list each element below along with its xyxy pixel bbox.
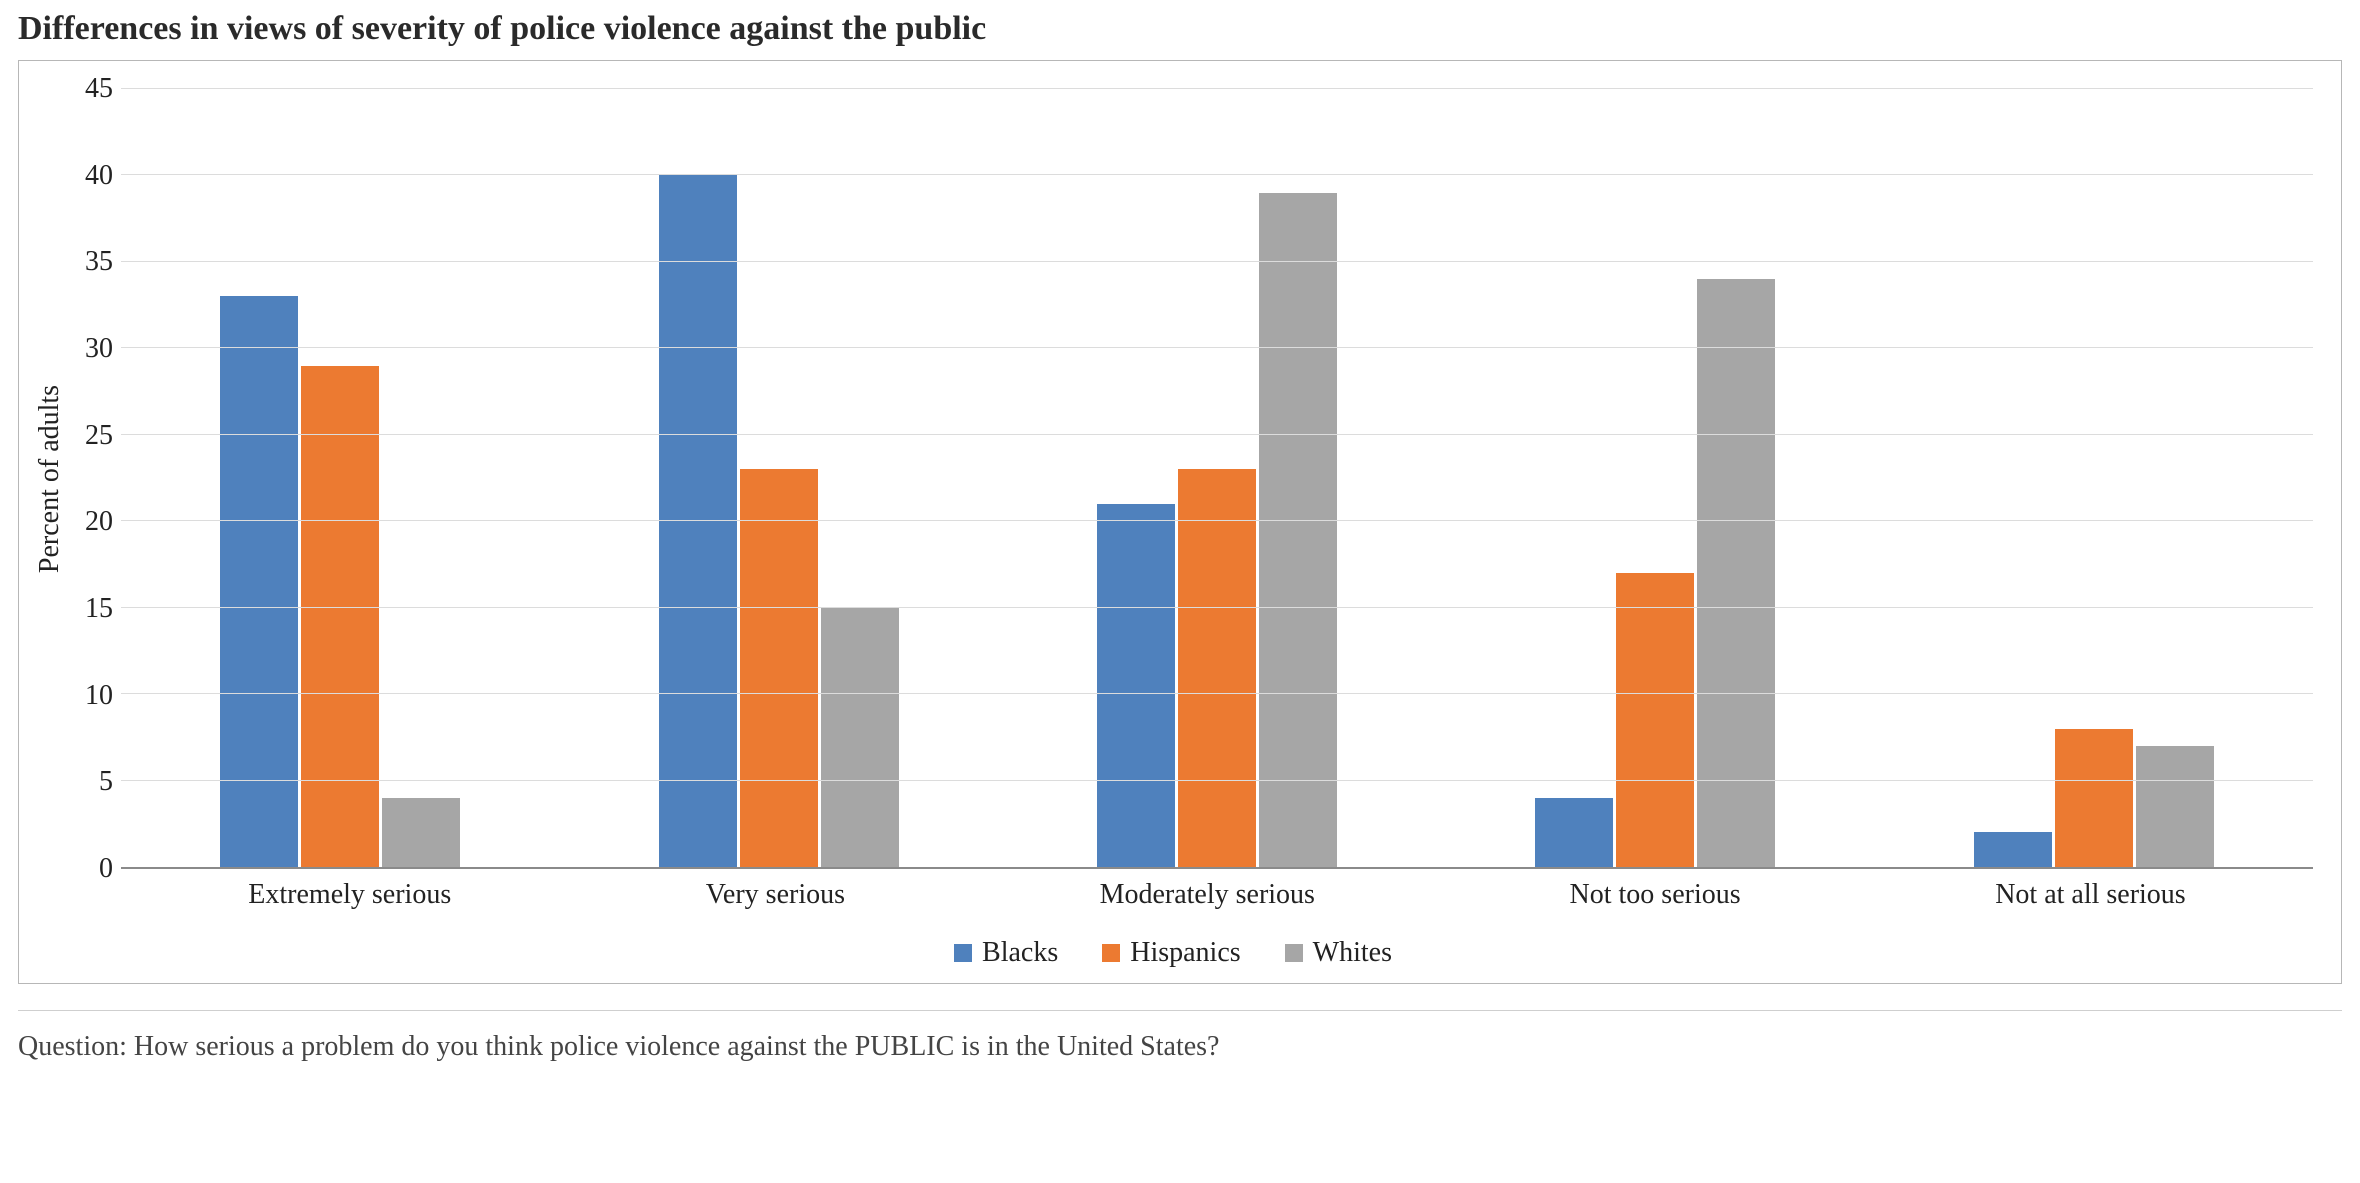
bar-cluster [1097, 89, 1337, 867]
legend-label: Blacks [982, 937, 1058, 969]
x-tick-label: Moderately serious [1100, 879, 1315, 911]
gridline [121, 347, 2313, 348]
chart-title: Differences in views of severity of poli… [18, 10, 2342, 48]
gridline [121, 780, 2313, 781]
bar-cluster [1974, 89, 2214, 867]
footer-question: Question: How serious a problem do you t… [18, 1010, 2342, 1063]
bar [2136, 746, 2214, 867]
bar [2055, 729, 2133, 867]
x-tick-label: Not too serious [1570, 879, 1741, 911]
legend-label: Hispanics [1130, 937, 1240, 969]
gridline [121, 434, 2313, 435]
gridline [121, 174, 2313, 175]
x-tick-label: Very serious [706, 879, 845, 911]
legend-swatch [954, 944, 972, 962]
x-tick-label: Extremely serious [248, 879, 451, 911]
gridline [121, 607, 2313, 608]
y-axis-ticks: 454035302520151050 [67, 89, 121, 869]
bar-cluster [659, 89, 899, 867]
y-axis-label: Percent of adults [34, 385, 66, 573]
gridline [121, 88, 2313, 89]
legend-swatch [1285, 944, 1303, 962]
plot-area [121, 89, 2313, 869]
bar [1535, 798, 1613, 867]
x-tick-label: Not at all serious [1995, 879, 2186, 911]
gridline [121, 261, 2313, 262]
legend-item: Blacks [954, 937, 1058, 969]
gridline [121, 520, 2313, 521]
bar [1178, 469, 1256, 867]
bar [821, 608, 899, 867]
bar [740, 469, 818, 867]
x-axis-labels: Extremely serious Very serious Moderately … [121, 869, 2313, 911]
bar-cluster [220, 89, 460, 867]
gridline [121, 693, 2313, 694]
legend-swatch [1102, 944, 1120, 962]
legend-item: Whites [1285, 937, 1392, 969]
bar [220, 296, 298, 867]
legend: Blacks Hispanics Whites [33, 911, 2313, 969]
legend-item: Hispanics [1102, 937, 1240, 969]
bars-layer [121, 89, 2313, 867]
bar [1974, 832, 2052, 867]
bar [1616, 573, 1694, 867]
bar [301, 366, 379, 867]
bar [1097, 504, 1175, 867]
bar [382, 798, 460, 867]
chart-container: Percent of adults 454035302520151050 Ext… [18, 60, 2342, 984]
bar [1259, 193, 1337, 867]
bar-cluster [1535, 89, 1775, 867]
legend-label: Whites [1313, 937, 1392, 969]
